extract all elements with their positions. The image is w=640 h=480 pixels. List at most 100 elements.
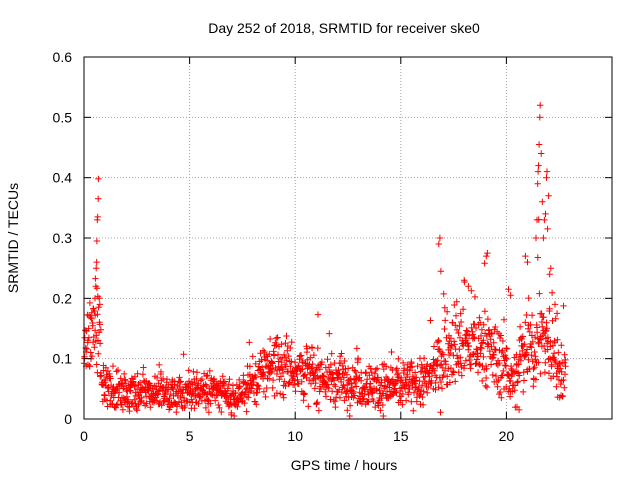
data-point bbox=[371, 370, 379, 377]
data-point bbox=[548, 289, 556, 296]
data-point bbox=[121, 370, 128, 378]
data-point bbox=[243, 408, 250, 415]
data-point bbox=[135, 401, 142, 408]
data-point bbox=[86, 299, 94, 307]
data-point bbox=[558, 377, 565, 384]
data-point bbox=[439, 351, 447, 358]
data-point bbox=[193, 375, 200, 383]
data-point bbox=[475, 360, 483, 368]
data-point bbox=[281, 378, 288, 385]
data-point bbox=[131, 383, 138, 390]
data-point bbox=[541, 369, 549, 376]
data-point bbox=[535, 141, 543, 148]
data-point bbox=[353, 383, 360, 390]
data-point bbox=[540, 342, 548, 350]
data-point bbox=[276, 376, 283, 383]
data-point bbox=[155, 388, 162, 395]
data-point bbox=[498, 394, 505, 401]
data-point bbox=[488, 355, 496, 362]
data-point bbox=[503, 355, 510, 363]
data-point bbox=[265, 375, 273, 382]
data-point bbox=[477, 350, 484, 357]
data-point bbox=[418, 368, 425, 375]
data-point bbox=[255, 363, 263, 370]
data-point bbox=[480, 337, 487, 344]
data-point bbox=[97, 373, 104, 380]
data-point bbox=[269, 360, 276, 367]
data-point bbox=[119, 406, 127, 413]
data-point bbox=[214, 383, 222, 391]
data-point bbox=[163, 376, 171, 383]
data-point bbox=[202, 381, 209, 388]
data-point bbox=[89, 339, 97, 346]
data-point bbox=[419, 393, 426, 401]
data-point bbox=[298, 352, 305, 359]
data-point bbox=[529, 338, 536, 346]
data-point bbox=[535, 359, 542, 366]
data-point bbox=[393, 365, 401, 372]
data-point bbox=[465, 283, 472, 290]
data-point bbox=[357, 377, 365, 384]
data-point bbox=[343, 371, 351, 378]
data-point bbox=[280, 394, 287, 401]
data-point bbox=[155, 380, 162, 387]
data-point bbox=[198, 375, 206, 383]
data-point bbox=[93, 258, 100, 266]
data-point bbox=[153, 374, 161, 382]
data-point bbox=[553, 310, 561, 317]
data-point bbox=[206, 367, 213, 375]
data-point bbox=[482, 362, 490, 370]
data-point bbox=[498, 348, 505, 356]
data-point bbox=[541, 216, 548, 224]
data-point bbox=[536, 290, 543, 297]
data-point bbox=[534, 329, 541, 336]
data-point bbox=[520, 388, 527, 396]
data-point bbox=[434, 357, 441, 364]
data-point bbox=[520, 369, 527, 376]
data-point bbox=[346, 412, 353, 420]
data-point bbox=[327, 396, 334, 403]
data-point bbox=[291, 359, 299, 366]
data-point bbox=[484, 315, 492, 323]
data-point bbox=[122, 377, 129, 384]
chart-title: Day 252 of 2018, SRMTID for receiver ske… bbox=[208, 20, 480, 36]
data-point bbox=[560, 376, 567, 384]
data-point bbox=[462, 357, 470, 364]
data-point bbox=[506, 385, 513, 392]
data-point bbox=[533, 216, 541, 224]
data-point bbox=[437, 268, 445, 275]
data-point bbox=[96, 340, 104, 347]
data-point bbox=[226, 376, 233, 383]
data-point bbox=[173, 408, 180, 416]
data-point bbox=[177, 393, 184, 401]
data-point bbox=[443, 308, 451, 315]
data-point bbox=[131, 396, 138, 403]
data-point bbox=[372, 366, 379, 373]
data-point bbox=[522, 252, 529, 260]
data-point bbox=[310, 351, 318, 359]
data-point bbox=[445, 365, 452, 372]
data-point bbox=[85, 334, 93, 341]
data-point bbox=[273, 389, 281, 397]
data-point bbox=[341, 357, 348, 365]
data-point bbox=[215, 401, 222, 409]
data-point bbox=[205, 409, 213, 416]
data-point bbox=[177, 378, 184, 385]
data-point bbox=[479, 377, 486, 385]
data-point bbox=[370, 397, 377, 405]
data-point bbox=[364, 376, 371, 383]
data-point bbox=[516, 323, 524, 330]
data-point bbox=[94, 311, 101, 318]
data-point bbox=[538, 150, 545, 157]
data-point bbox=[426, 373, 433, 380]
data-point bbox=[458, 372, 465, 379]
data-point bbox=[373, 387, 380, 394]
data-point bbox=[83, 345, 91, 353]
data-point bbox=[301, 390, 308, 397]
data-point bbox=[135, 381, 142, 388]
data-point bbox=[451, 341, 458, 348]
data-point bbox=[268, 368, 275, 376]
data-point bbox=[441, 367, 449, 374]
data-point bbox=[507, 292, 514, 299]
data-point bbox=[437, 378, 445, 386]
